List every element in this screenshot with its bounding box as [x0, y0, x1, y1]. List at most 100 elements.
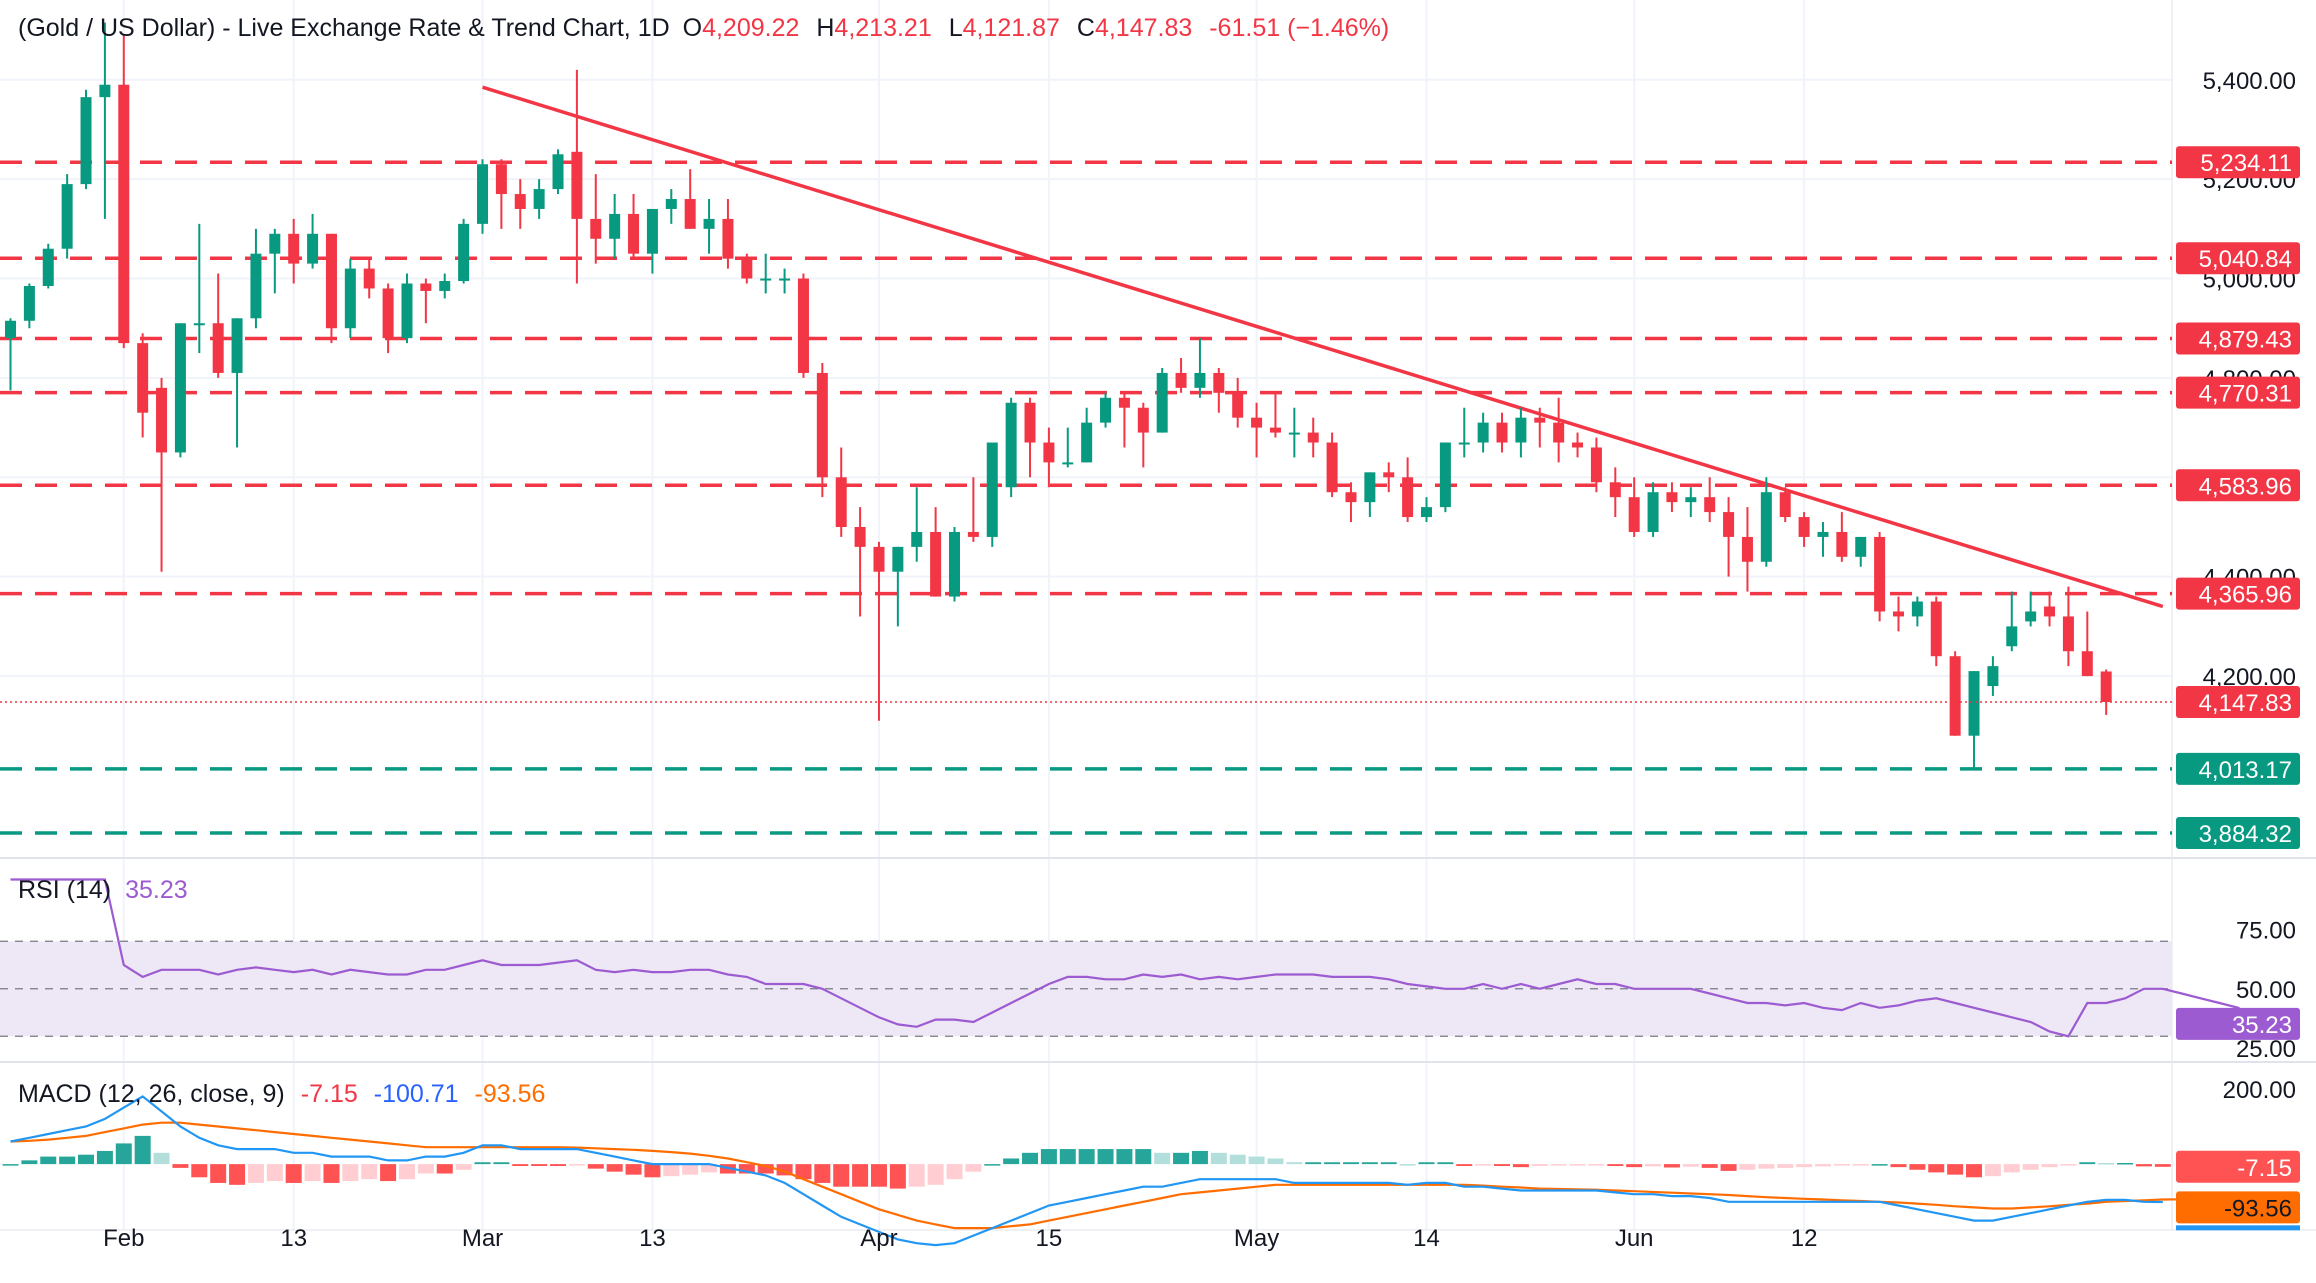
macd-tick-label: 200.00: [2223, 1077, 2296, 1104]
candle-body: [1402, 477, 1414, 518]
open-label: O: [682, 14, 703, 42]
last-price-label: 4,147.83: [2199, 690, 2292, 717]
macd-histogram-bar: [606, 1164, 623, 1172]
macd-histogram-bar: [984, 1164, 1001, 1166]
macd-histogram-bar: [1531, 1164, 1548, 1166]
macd-histogram-bar: [191, 1164, 208, 1178]
candle-body: [61, 184, 73, 249]
candle-body: [1874, 536, 1886, 612]
macd-histogram-bar: [266, 1164, 283, 1182]
level-price-label: 5,234.11: [2200, 150, 2292, 177]
candle-body: [458, 223, 470, 282]
candle-body: [816, 372, 828, 478]
macd-histogram-bar: [550, 1164, 567, 1166]
candle-body: [628, 213, 640, 254]
macd-histogram-bar: [1701, 1164, 1718, 1168]
macd-histogram-bar: [625, 1164, 642, 1175]
macd-histogram-bar: [134, 1135, 151, 1165]
macd-histogram-bar: [2022, 1164, 2039, 1170]
macd-line: [10, 1095, 2163, 1247]
macd-histogram-bar: [1475, 1164, 1492, 1166]
candle-body: [835, 477, 847, 527]
level-price-label: 3,884.32: [2199, 821, 2292, 848]
candle-body: [1817, 531, 1829, 537]
candle-body: [571, 151, 583, 219]
candle-body: [1024, 402, 1036, 443]
close-label: C: [1076, 14, 1095, 42]
macd-histogram-bar: [2060, 1164, 2077, 1166]
macd-histogram-bar: [1267, 1158, 1284, 1165]
candle-body: [1647, 492, 1659, 532]
macd-histogram-bar: [1588, 1164, 1605, 1166]
macd-histogram-bar: [1135, 1149, 1152, 1165]
level-price-label-bg: [2176, 322, 2300, 355]
rsi-tick-label: 75.00: [2236, 917, 2296, 944]
macd-histogram-bar: [1984, 1164, 2001, 1177]
rsi-legend: RSI (14) 35.23: [18, 876, 194, 905]
last-price-label-bg: [2176, 685, 2300, 718]
level-price-label-bg: [2176, 752, 2300, 785]
level-price-label-bg: [2176, 577, 2300, 610]
candle-body: [1609, 482, 1621, 498]
candle-body: [1911, 601, 1923, 617]
level-price-label-bg: [2176, 469, 2300, 502]
candle-body: [514, 194, 526, 209]
macd-histogram-bar: [1210, 1152, 1227, 1165]
candle-body: [1590, 447, 1602, 483]
macd-histogram-bar: [1569, 1164, 1586, 1166]
macd-histogram-bar: [795, 1164, 812, 1180]
price-axis: 4,200.004,400.004,600.004,800.005,000.00…: [2176, 68, 2300, 849]
price-legend: (Gold / US Dollar) - Live Exchange Rate …: [18, 14, 1395, 43]
macd-histogram-bar: [1796, 1164, 1813, 1168]
macd-histogram-bar: [1399, 1164, 1416, 1166]
candle-body: [1213, 372, 1225, 393]
candle-body: [269, 233, 281, 254]
macd-histogram-bar: [757, 1164, 774, 1174]
macd-histogram-bar: [663, 1164, 680, 1177]
candle-body: [967, 531, 979, 537]
macd-histogram-bar: [738, 1164, 755, 1174]
macd-histogram-bar: [1305, 1162, 1322, 1165]
macd-histogram-bar: [1116, 1149, 1133, 1165]
macd-histogram-bar: [908, 1164, 925, 1187]
macd-line-value: -100.71: [373, 1080, 459, 1108]
candle-body: [307, 233, 319, 264]
macd-histogram-bar: [1682, 1164, 1699, 1167]
macd-hist-last-label: -7.15: [2237, 1155, 2292, 1182]
candle-body: [1326, 442, 1338, 493]
macd-line-last-marker: [2176, 1225, 2300, 1231]
candle-body: [590, 218, 602, 239]
candle-body: [1930, 601, 1942, 657]
candle-body: [1421, 507, 1432, 518]
macd-histogram-bar: [1607, 1164, 1624, 1166]
time-tick-label: 13: [280, 1225, 307, 1252]
macd-histogram-bar: [1890, 1164, 1907, 1168]
macd-histogram-bar: [1871, 1164, 1888, 1166]
candle-body: [1666, 492, 1678, 503]
candle-body: [363, 268, 375, 289]
macd-histogram-bar: [1248, 1156, 1265, 1165]
macd-histogram-bar: [1966, 1164, 1983, 1178]
rsi-last-label: 35.23: [2232, 1012, 2292, 1039]
macd-histogram-bar: [417, 1164, 434, 1174]
time-tick-label: Apr: [860, 1225, 897, 1252]
candle-body: [325, 233, 337, 329]
macd-histogram-bar: [682, 1164, 699, 1175]
macd-signal-line: [10, 1121, 2182, 1230]
candle-body: [1515, 417, 1527, 443]
candle-body: [873, 546, 885, 572]
candle-body: [854, 526, 866, 547]
macd-histogram-bar: [2, 1164, 19, 1166]
macd-histogram-bar: [210, 1164, 227, 1183]
macd-histogram-bar: [1550, 1164, 1567, 1166]
macd-histogram-bar: [776, 1164, 793, 1176]
candles: [5, 22, 2112, 771]
rsi-tick-label: 50.00: [2236, 977, 2296, 1004]
level-price-label-bg: [2176, 816, 2300, 849]
candle-body: [2081, 651, 2093, 677]
macd-histogram-bar: [814, 1164, 831, 1183]
candle-body: [23, 285, 35, 321]
macd-histogram-bar: [531, 1164, 548, 1166]
candle-body: [495, 164, 507, 195]
